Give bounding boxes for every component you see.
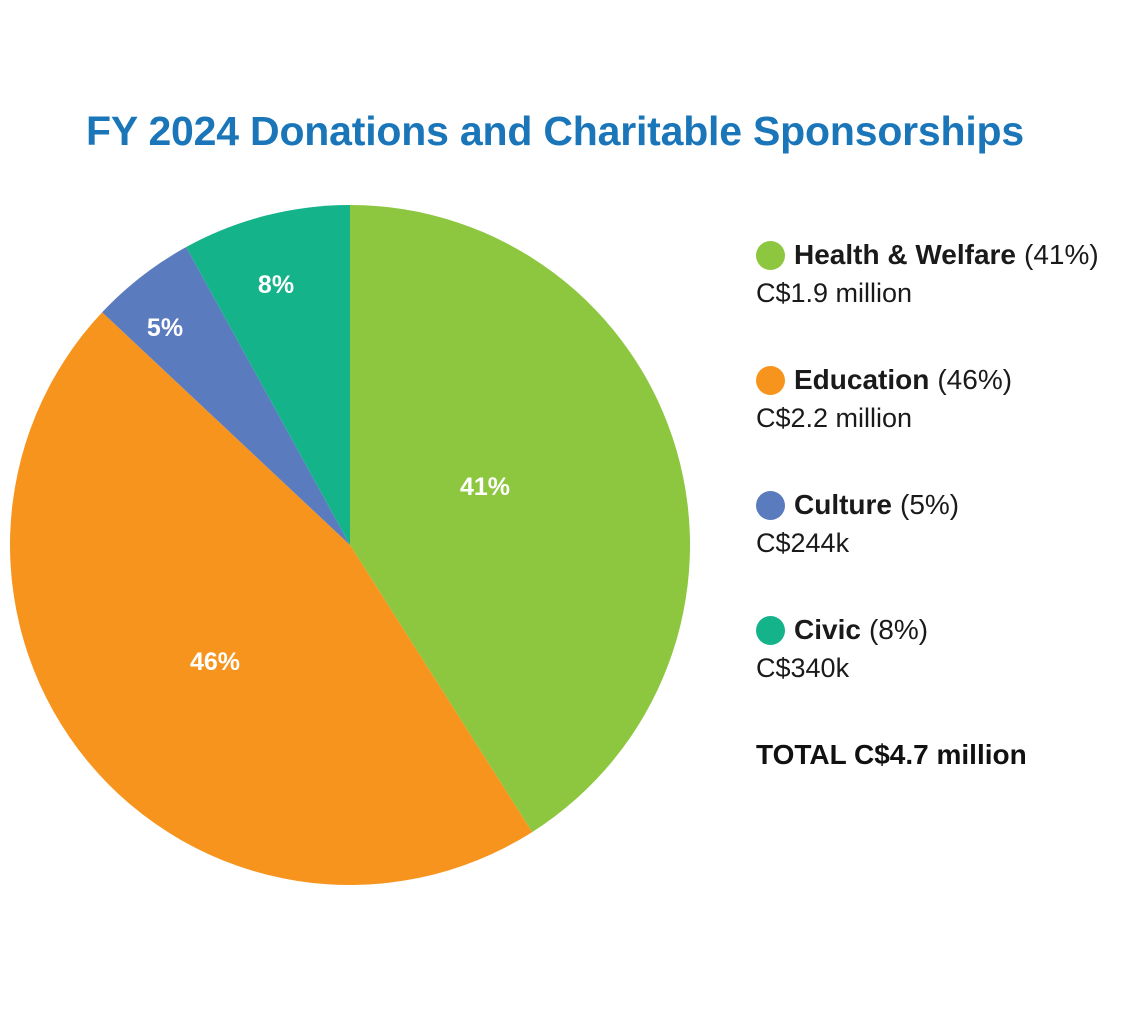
legend: Health & Welfare (41%) C$1.9 million Edu… <box>756 236 1099 736</box>
chart-title: FY 2024 Donations and Charitable Sponsor… <box>86 108 1025 154</box>
slice-label-health-welfare: 41% <box>460 473 510 501</box>
slice-label-education: 46% <box>190 648 240 676</box>
legend-item-health-welfare: Health & Welfare (41%) C$1.9 million <box>756 236 1099 361</box>
legend-percent: (46%) <box>937 364 1013 395</box>
legend-amount: C$2.2 million <box>756 403 913 433</box>
pie-slice-civic <box>186 205 350 545</box>
legend-label: Health & Welfare <box>794 239 1016 270</box>
legend-swatch-icon <box>756 365 785 395</box>
slice-label-civic: 8% <box>258 271 294 299</box>
legend-label: Culture <box>794 489 892 520</box>
legend-label: Education <box>794 364 930 395</box>
legend-item-civic: Civic (8%) C$340k <box>756 611 1099 736</box>
legend-percent: (8%) <box>868 614 929 645</box>
pie-slice-education <box>9 312 533 885</box>
total-label: TOTAL C$4.7 million <box>756 739 1027 770</box>
legend-swatch-icon <box>756 490 785 520</box>
legend-label: Civic <box>794 614 861 645</box>
legend-amount: C$244k <box>756 528 850 558</box>
legend-percent: (41%) <box>1024 239 1099 270</box>
legend-amount: C$340k <box>756 653 850 683</box>
legend-swatch-icon <box>756 615 785 645</box>
legend-item-culture: Culture (5%) C$244k <box>756 486 1099 611</box>
legend-item-education: Education (46%) C$2.2 million <box>756 361 1099 486</box>
slice-label-culture: 5% <box>147 314 183 342</box>
legend-amount: C$1.9 million <box>756 278 913 308</box>
legend-swatch-icon <box>756 240 785 270</box>
legend-percent: (5%) <box>900 489 960 520</box>
pie-slice-culture <box>102 247 350 545</box>
pie-slice-health-welfare <box>350 205 690 833</box>
